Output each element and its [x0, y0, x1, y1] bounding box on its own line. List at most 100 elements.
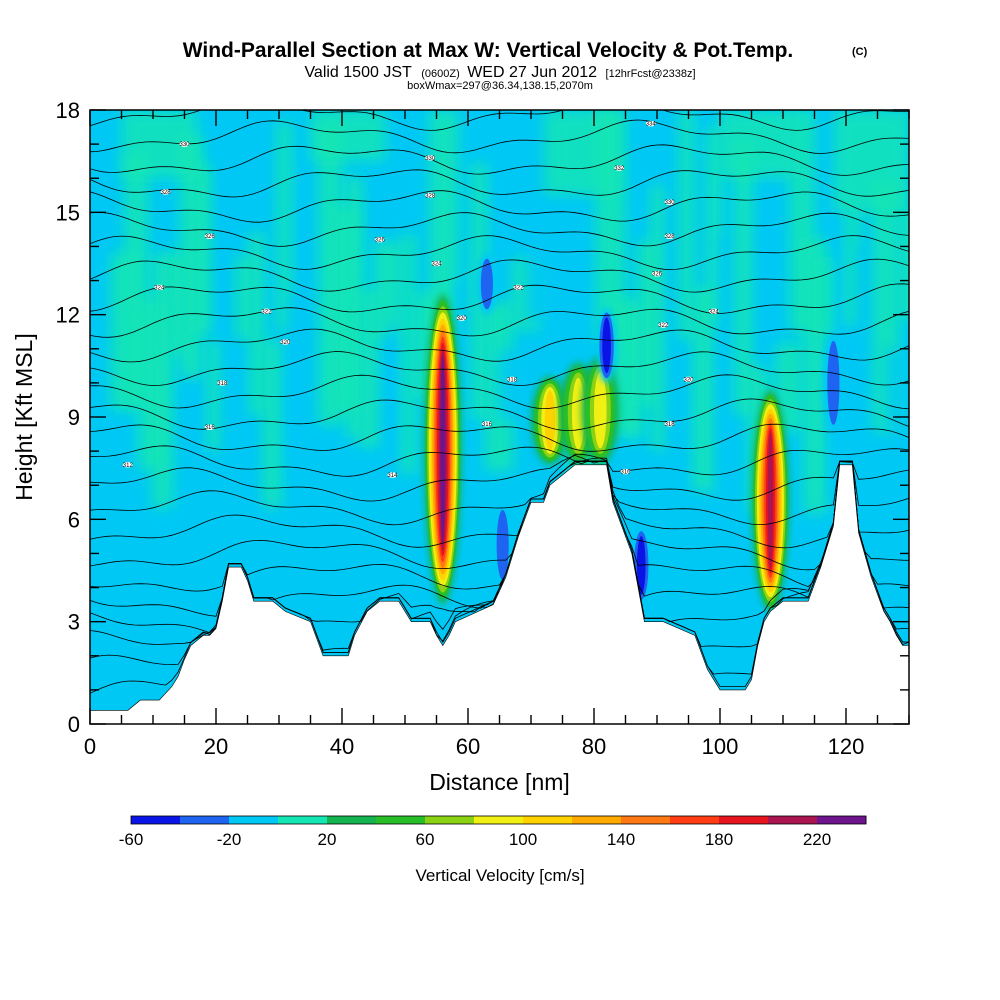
colorbar-label: 140 [607, 830, 635, 849]
theta-label-bg [513, 284, 524, 291]
x-axis-title: Distance [nm] [429, 769, 570, 795]
updraft-cell [571, 377, 585, 450]
title-mark: (C) [852, 46, 868, 58]
colorbar [130, 815, 867, 825]
colorbar-swatch [131, 816, 181, 824]
y-tick-label: 15 [56, 200, 80, 225]
colorbar-swatch [229, 816, 279, 824]
x-tick-label: 80 [582, 734, 606, 759]
y-tick-label: 6 [68, 507, 80, 532]
chart-subtitle: Valid 1500 JST (0600Z) WED 27 Jun 2012 [… [304, 64, 695, 81]
theta-label: 332 [614, 166, 625, 172]
x-tick-label: 120 [828, 734, 865, 759]
theta-label: 314 [387, 473, 398, 479]
theta-label-bg [664, 199, 675, 205]
theta-label-bg [664, 421, 675, 427]
chart-subtitle-box: boxWmax=297@36.34,138.15,2070m [407, 80, 593, 92]
theta-label-bg [683, 376, 694, 383]
theta-label: 330 [179, 142, 190, 148]
theta-label: 316 [620, 470, 631, 476]
theta-label-bg [261, 308, 272, 315]
theta-label-bg [664, 233, 675, 240]
updraft-cell [594, 371, 607, 449]
colorbar-swatch [719, 816, 769, 824]
theta-contour [90, 398, 909, 431]
velocity-band [401, 233, 417, 475]
velocity-band [761, 223, 779, 372]
theta-label: 318 [507, 377, 518, 383]
theta-label-bg [652, 270, 662, 277]
updraft-cell [440, 354, 446, 544]
velocity-field-cells [423, 253, 844, 612]
theta-contour [90, 460, 909, 571]
colorbar-swatch [425, 816, 475, 824]
velocity-band [844, 205, 860, 326]
x-tick-label: 40 [330, 734, 354, 759]
downdraft-cell [480, 258, 493, 310]
terrain [90, 464, 909, 724]
subtitle-date: WED 27 Jun 2012 [467, 64, 597, 81]
theta-label: 316 [482, 422, 493, 428]
velocity-band [900, 210, 909, 320]
colorbar-title: Vertical Velocity [cm/s] [415, 866, 584, 885]
theta-label-bg [425, 154, 436, 161]
theta-label-bg [204, 424, 215, 431]
theta-contour [90, 351, 909, 387]
plot-area: 312 316 318 320 322 324 326 328 330 314 316 318 320 3… [90, 110, 909, 724]
theta-label: 312 [123, 463, 134, 469]
theta-label: 330 [665, 200, 676, 206]
theta-label: 328 [665, 234, 676, 240]
velocity-band [733, 140, 754, 416]
colorbar-swatch [768, 816, 818, 824]
theta-contour [90, 307, 909, 338]
downdraft-cell [602, 317, 611, 374]
theta-contour [90, 374, 909, 410]
theta-label: 322 [261, 309, 272, 315]
theta-contour [90, 460, 909, 592]
velocity-band [96, 183, 113, 331]
theta-label-bg [507, 376, 518, 383]
theta-label: 320 [457, 316, 468, 322]
downdraft-cell [827, 340, 840, 425]
y-axis-title: Height [Kft MSL] [11, 333, 37, 500]
theta-contour [90, 454, 909, 502]
y-tick-label: 18 [56, 98, 80, 123]
velocity-band [817, 257, 833, 336]
theta-contour [90, 328, 909, 363]
theta-contour [90, 453, 909, 526]
theta-label: 326 [205, 234, 216, 240]
theta-label: 326 [652, 272, 663, 278]
colorbar-swatch [621, 816, 671, 824]
theta-label-bg [708, 308, 719, 315]
theta-contour [90, 235, 909, 271]
theta-label: 328 [161, 190, 172, 196]
colorbar-label: 180 [705, 830, 733, 849]
x-tick-label: 20 [204, 734, 228, 759]
theta-label-bg [456, 315, 467, 321]
colorbar-swatch [180, 816, 230, 824]
velocity-band [678, 110, 695, 341]
chart-title: Wind-Parallel Section at Max W: Vertical… [183, 39, 794, 62]
colorbar-swatch [474, 816, 524, 824]
y-tick-label: 9 [68, 405, 80, 430]
velocity-field-bands [96, 110, 909, 520]
theta-contour [90, 258, 909, 293]
theta-label: 318 [665, 422, 676, 428]
theta-contour [90, 423, 909, 452]
colorbar-swatch [572, 816, 622, 824]
theta-label-bg [179, 141, 190, 147]
velocity-band [276, 121, 293, 331]
colorbar-swatch [817, 816, 867, 824]
theta-label: 328 [425, 193, 436, 199]
theta-label-bg [122, 461, 133, 468]
velocity-band [221, 134, 245, 459]
x-tick-label: 0 [84, 734, 96, 759]
theta-label-bg [425, 192, 436, 199]
velocity-band [373, 241, 402, 340]
theta-label-bg [481, 421, 492, 427]
velocity-band [304, 174, 322, 411]
theta-label: 324 [709, 309, 720, 315]
velocity-band [387, 325, 402, 437]
theta-contour [90, 169, 909, 198]
y-tick-label: 3 [68, 610, 80, 635]
